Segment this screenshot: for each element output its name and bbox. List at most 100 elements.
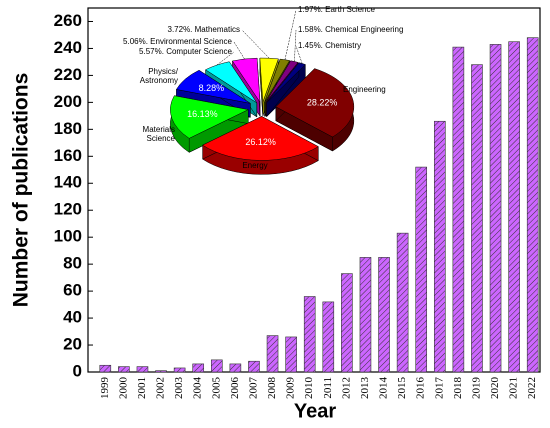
pie-value-label: 8.28% <box>199 83 225 93</box>
leader-line <box>294 29 297 62</box>
pie-value-label: 1.45%. <box>298 41 323 50</box>
pie-value-label: 3.72%. <box>168 25 193 34</box>
leader-line <box>295 45 303 64</box>
pie-slice <box>205 61 258 104</box>
leader-line <box>216 51 235 66</box>
x-tick-label: 2018 <box>452 377 464 400</box>
pie-label: 1.58%. Chemical Engineering <box>298 25 403 34</box>
y-tick-label: 120 <box>54 200 82 219</box>
y-tick-label: 80 <box>63 254 82 273</box>
bar <box>452 46 465 373</box>
bar <box>471 64 483 373</box>
pie-value-label: 26.12% <box>245 137 276 147</box>
pie-value-label: 28.22% <box>307 97 338 107</box>
leader-line <box>284 9 297 60</box>
y-tick-label: 180 <box>54 119 82 138</box>
leader-line <box>233 41 245 60</box>
pie-category: Earth Science <box>325 5 375 14</box>
y-tick-label: 100 <box>54 227 82 246</box>
x-tick-label: 2003 <box>173 377 185 400</box>
y-tick-label: 0 <box>73 361 82 380</box>
pie-label: 5.57%. Computer Science <box>139 47 233 56</box>
pie-label: 3.72%. Mathematics <box>168 25 241 34</box>
y-tick-label: 20 <box>63 335 82 354</box>
y-tick-label: 260 <box>54 11 82 30</box>
x-tick-label: 2010 <box>303 377 315 400</box>
bar <box>396 232 409 373</box>
pie-slice <box>202 116 319 161</box>
bar <box>433 120 446 373</box>
y-tick-label: 240 <box>54 38 82 57</box>
bar <box>359 257 372 373</box>
pie-label: 1.97%. Earth Science <box>298 5 375 14</box>
leader-line <box>241 29 270 59</box>
pie-value-label: 16.13% <box>187 109 218 119</box>
pie-category: Computer Science <box>166 47 232 56</box>
bar <box>526 37 539 373</box>
x-tick-label: 2022 <box>526 377 538 399</box>
x-tick-label: 2021 <box>508 377 520 399</box>
x-tick-label: 2014 <box>378 377 390 400</box>
bar <box>118 366 130 373</box>
x-tick-label: 2006 <box>229 377 241 400</box>
x-tick-label: 2001 <box>136 377 148 399</box>
bar <box>248 360 260 373</box>
bar <box>415 166 428 373</box>
pie-slice <box>275 68 355 138</box>
x-tick-label: 2015 <box>396 377 408 400</box>
bar <box>173 367 186 373</box>
inset-pie: 28.22% Engineering 26.12% Energy 16.13% Mater… <box>123 5 403 175</box>
x-tick-label: 2016 <box>415 377 427 400</box>
y-tick-label: 140 <box>54 173 82 192</box>
bar <box>136 366 149 373</box>
bar <box>508 41 520 373</box>
bar <box>341 273 353 373</box>
y-axis-label: Number of publications <box>10 73 33 308</box>
x-tick-label: 2019 <box>470 377 482 400</box>
x-tick-label: 2011 <box>322 377 334 399</box>
x-tick-label: 2002 <box>155 377 167 399</box>
bar <box>229 363 242 373</box>
x-tick-label: 2020 <box>489 377 501 400</box>
pie-value-label: 5.57%. <box>139 47 164 56</box>
pie-label: Physics/Astronomy <box>140 67 179 85</box>
pie-value-label: 1.58%. <box>298 25 323 34</box>
pie-category: Chemistry <box>325 41 361 50</box>
y-tick-label: 200 <box>54 92 82 111</box>
x-tick-label: 1999 <box>99 377 111 400</box>
bar <box>322 301 335 373</box>
pie-slice <box>170 95 250 139</box>
bar <box>99 364 112 373</box>
pie-label: Energy <box>242 161 267 170</box>
y-tick-label: 40 <box>63 308 82 327</box>
x-tick-label: 2008 <box>266 377 278 400</box>
bar <box>378 257 390 373</box>
x-tick-label: 2017 <box>433 377 445 400</box>
bar <box>210 359 223 373</box>
pie-category: Chemical Engineering <box>325 25 403 34</box>
bar <box>266 335 279 373</box>
bar <box>303 296 316 373</box>
pie-slice <box>175 69 251 104</box>
bar <box>155 370 167 373</box>
y-tick-label: 60 <box>63 281 82 300</box>
x-tick-label: 2007 <box>247 377 259 400</box>
pie-label: 5.06%. Environmental Science <box>123 37 233 46</box>
x-tick-label: 2000 <box>117 377 129 400</box>
x-tick-label: 2004 <box>192 377 204 400</box>
x-axis-label: Year <box>294 400 336 422</box>
bar <box>192 363 205 373</box>
pie-label: 1.45%. Chemistry <box>298 41 361 50</box>
bar <box>285 336 297 373</box>
pie-label: Materials Science <box>143 125 176 143</box>
pie-category: Environmental Science <box>150 37 232 46</box>
x-tick-label: 2013 <box>359 377 371 400</box>
y-tick-label: 220 <box>54 65 82 84</box>
y-tick-label: 160 <box>54 146 82 165</box>
pie-label: Engineering <box>343 85 386 94</box>
x-tick-label: 2012 <box>340 377 352 399</box>
x-tick-label: 2005 <box>210 377 222 400</box>
pie-category: Mathematics <box>195 25 240 34</box>
pie-value-label: 1.97%. <box>298 5 323 14</box>
